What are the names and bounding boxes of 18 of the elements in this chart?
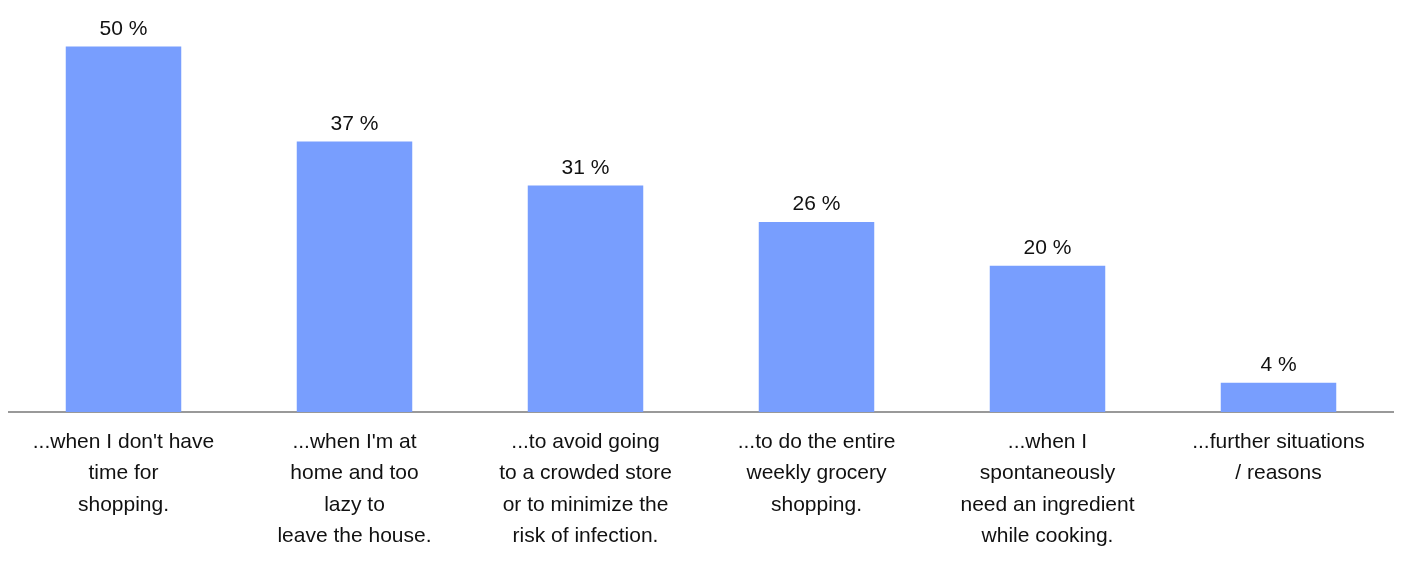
data-label: 20 % <box>1023 235 1072 259</box>
x-tick-label: ...when I spontaneously need an ingredient while cooking. <box>960 428 1135 547</box>
x-tick-label: ...when I don't have time for shopping. <box>32 428 215 515</box>
bar <box>296 141 413 412</box>
bar <box>758 221 875 412</box>
data-label: 26 % <box>792 191 841 215</box>
data-label: 31 % <box>561 154 610 178</box>
data-label: 50 % <box>99 15 148 39</box>
bar <box>1220 382 1337 412</box>
data-label: 37 % <box>330 110 379 134</box>
x-tick-label: ...to do the entire weekly grocery shopping. <box>737 428 896 515</box>
bar <box>65 46 182 412</box>
bar <box>527 185 644 412</box>
bar <box>989 265 1106 412</box>
x-tick-label: ...further situations / reasons <box>1192 428 1365 484</box>
x-tick-label: ...when I'm at home and too lazy to leave the house. <box>277 428 432 547</box>
x-tick-label: ...to avoid going to a crowded store or to minimize the risk of infection. <box>499 428 672 547</box>
data-label: 4 % <box>1260 352 1297 376</box>
